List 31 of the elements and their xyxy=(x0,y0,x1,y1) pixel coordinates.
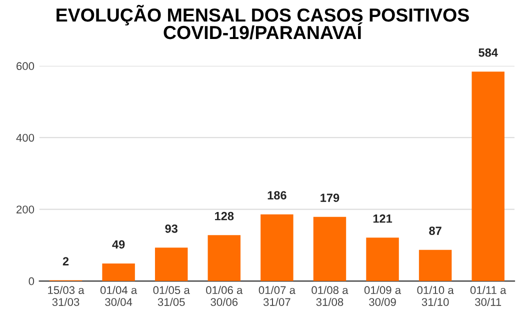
x-tick-label: 01/09 a 30/09 xyxy=(364,286,402,306)
bar xyxy=(208,235,241,282)
data-label: 186 xyxy=(268,191,286,200)
y-tick-label: 400 xyxy=(16,134,34,142)
y-tick-label: 600 xyxy=(16,62,34,70)
x-tick-label: 15/03 a 31/03 xyxy=(48,286,84,306)
data-label: 49 xyxy=(112,240,125,249)
x-tick-label: 01/04 a 30/04 xyxy=(100,286,138,306)
data-label: 179 xyxy=(320,194,340,202)
x-tick-label: 01/10 a 31/10 xyxy=(417,286,454,306)
y-tick-label: 0 xyxy=(28,277,34,286)
chart-title: EVOLUÇÃO MENSAL DOS CASOS POSITIVOS COVID-19/PARANAVAÍ xyxy=(56,4,469,40)
data-label: 93 xyxy=(165,224,178,233)
x-tick-label: 01/07 a 31/07 xyxy=(258,286,296,306)
bar xyxy=(102,263,135,282)
data-label: 87 xyxy=(429,226,442,235)
data-label: 2 xyxy=(62,257,69,266)
x-tick-label: 01/06 a 30/06 xyxy=(206,286,243,306)
bar xyxy=(418,250,452,282)
bar xyxy=(313,216,346,282)
bar xyxy=(260,214,294,282)
x-tick-label: 01/11 a 30/11 xyxy=(470,286,506,306)
data-label: 584 xyxy=(478,48,498,57)
bar xyxy=(472,72,504,282)
data-label: 121 xyxy=(373,214,392,223)
bar xyxy=(154,248,188,282)
x-tick-label: 01/08 a 31/08 xyxy=(312,286,348,306)
bar xyxy=(366,238,399,282)
y-tick-label: 200 xyxy=(16,206,34,214)
x-tick-label: 01/05 a 31/05 xyxy=(153,286,190,306)
data-label: 128 xyxy=(215,212,234,220)
